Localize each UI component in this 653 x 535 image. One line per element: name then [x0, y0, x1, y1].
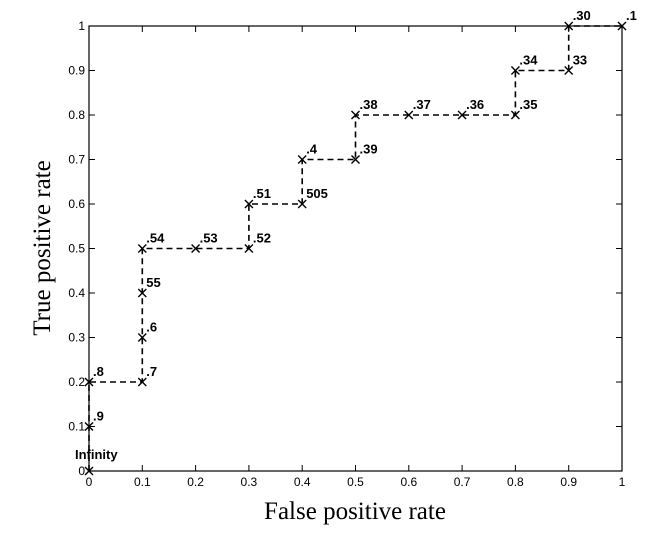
- roc-point-marker: [617, 21, 627, 31]
- roc-point-label: .30: [573, 8, 591, 23]
- roc-point-marker: [510, 66, 520, 75]
- roc-point-label: 33: [573, 53, 587, 68]
- y-axis-title: True positive rate: [29, 160, 56, 335]
- x-tick-label: 0.3: [241, 475, 258, 489]
- roc-point-label: .38: [360, 97, 378, 112]
- roc-point-label: .52: [253, 231, 271, 246]
- roc-point-markers: [84, 21, 627, 476]
- axis-ticks: [88, 25, 623, 472]
- roc-point-label: 55: [146, 275, 160, 290]
- roc-point-marker: [351, 110, 360, 120]
- y-tick-label: 0: [78, 464, 85, 478]
- roc-point-marker: [510, 110, 520, 120]
- y-tick-label: 0.4: [68, 286, 85, 300]
- x-tick-label: 0.2: [187, 475, 204, 489]
- x-tick-label: 0.7: [454, 475, 471, 489]
- x-tick-label: 0.4: [294, 475, 311, 489]
- y-tick-label: 0.6: [68, 197, 85, 211]
- roc-point-label: .51: [253, 186, 271, 201]
- x-tick-label: 0.6: [400, 475, 417, 489]
- roc-point-label: .8: [93, 364, 104, 379]
- roc-point-label: .39: [360, 142, 378, 157]
- roc-point-marker: [404, 110, 414, 120]
- roc-point-marker: [564, 21, 574, 31]
- y-tick-label: 0.2: [68, 375, 85, 389]
- roc-point-label: .37: [413, 97, 431, 112]
- y-tick-label: 0.7: [68, 153, 85, 167]
- roc-point-label: .53: [200, 231, 218, 246]
- roc-curve-line: [88, 25, 622, 471]
- roc-point-label: .9: [93, 409, 104, 424]
- y-tick-label: 0.9: [68, 64, 85, 78]
- y-tick-label: 0.1: [68, 420, 85, 434]
- roc-point-marker: [564, 66, 574, 75]
- y-tick-label: 1: [78, 19, 85, 33]
- x-tick-label: 1: [619, 475, 626, 489]
- roc-point-marker: [457, 110, 467, 120]
- roc-point-label: .4: [306, 142, 318, 157]
- roc-point-label: .54: [146, 231, 165, 246]
- x-tick-label: 0: [86, 475, 93, 489]
- roc-point-marker: [137, 333, 147, 342]
- roc-point-marker: [84, 466, 94, 476]
- x-tick-label: 0.5: [347, 475, 364, 489]
- roc-point-marker: [244, 244, 254, 253]
- roc-point-marker: [244, 199, 254, 209]
- roc-point-labels: Infinity .9 .8 .7 .6 55 .54 .53 .52 .51 505 .4 .39 .3…: [75, 8, 637, 462]
- roc-point-marker: [297, 199, 307, 209]
- roc-point-label: .6: [146, 320, 157, 335]
- x-tick-label: 0.9: [560, 475, 577, 489]
- roc-point-label: .7: [146, 364, 157, 379]
- roc-point-label: .36: [466, 97, 484, 112]
- y-tick-label: 0.8: [68, 108, 85, 122]
- roc-point-label: .35: [519, 97, 537, 112]
- roc-point-marker: [351, 155, 360, 164]
- roc-point-marker: [297, 155, 307, 164]
- axis-tick-labels: 0 0.1 0.2 0.3 0.4 0.5 0.6 0.7 0.8 0.9 1 0 0.1 0.2 0.3 0…: [68, 19, 625, 489]
- x-tick-label: 0.8: [507, 475, 524, 489]
- roc-point-marker: [137, 244, 147, 253]
- roc-point-label: .34: [519, 53, 538, 68]
- roc-point-marker: [84, 377, 94, 387]
- y-tick-label: 0.5: [68, 242, 85, 256]
- roc-point-marker: [84, 422, 94, 431]
- roc-point-label: .1: [626, 8, 637, 23]
- roc-point-label: 505: [306, 186, 328, 201]
- roc-point-marker: [137, 377, 147, 387]
- roc-point-label: Infinity: [75, 447, 118, 462]
- roc-point-marker: [191, 244, 201, 253]
- x-axis-title: False positive rate: [264, 498, 446, 525]
- x-tick-label: 0.1: [134, 475, 151, 489]
- y-tick-label: 0.3: [68, 331, 85, 345]
- roc-point-marker: [137, 288, 147, 298]
